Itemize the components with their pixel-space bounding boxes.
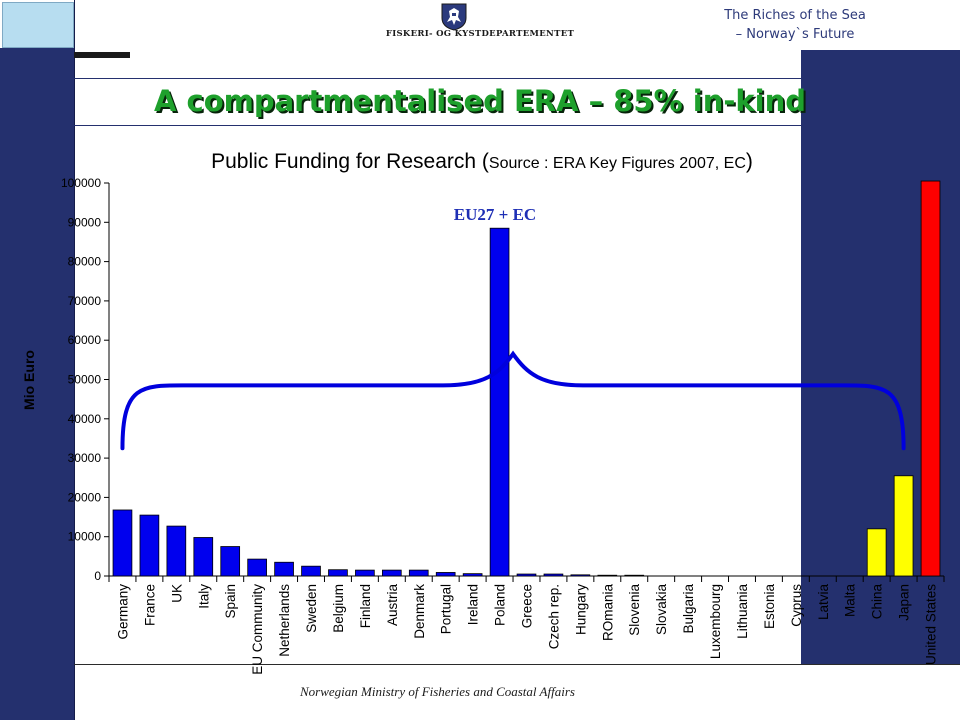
- coat-of-arms-icon: [441, 3, 467, 31]
- x-tick-label: United States: [924, 584, 939, 665]
- y-tick-label: 100000: [61, 176, 101, 190]
- x-tick-label: ROmania: [600, 584, 615, 642]
- bar-slovenia: [624, 574, 645, 577]
- x-tick-label: Spain: [223, 584, 238, 619]
- chart-title-paren-close: ): [746, 150, 753, 173]
- bar-netherlands: [274, 561, 294, 577]
- bar-united-states: [920, 180, 941, 577]
- x-tick-label: EU Community: [250, 584, 265, 675]
- bar-france: [139, 514, 160, 577]
- x-tick-label: Sweden: [304, 584, 319, 633]
- x-tick-label: Latvia: [816, 584, 831, 621]
- x-tick-label: China: [870, 584, 885, 620]
- x-tick-label: UK: [169, 584, 184, 603]
- tagline: The Riches of the Sea – Norway`s Future: [680, 6, 910, 44]
- y-tick-label: 80000: [68, 255, 102, 269]
- bar-spain: [220, 546, 241, 577]
- bar-china: [866, 528, 887, 577]
- bar-eu-community: [247, 558, 267, 577]
- y-tick-label: 20000: [68, 490, 102, 504]
- x-tick-label: Portugal: [439, 584, 454, 634]
- y-tick-label: 90000: [68, 215, 102, 229]
- bar-germany: [112, 509, 133, 577]
- x-tick-label: Italy: [196, 584, 211, 609]
- x-tick-label: Austria: [385, 584, 400, 627]
- top-left-panel: [0, 0, 74, 48]
- footer-ministry: Norwegian Ministry of Fisheries and Coas…: [300, 684, 575, 699]
- ministry-name: FISKERI- OG KYSTDEPARTEMENTET: [385, 29, 575, 39]
- y-tick-label: 30000: [68, 451, 102, 465]
- chart-title: Public Funding for Research (Source : ER…: [211, 150, 753, 173]
- bar-denmark: [408, 569, 429, 577]
- x-tick-label: Japan: [897, 584, 912, 621]
- tagline-line-2: – Norway`s Future: [735, 27, 855, 42]
- category-label-layer: Germany France UK Italy Spain EU Community Net…: [115, 584, 938, 675]
- bar-portugal: [435, 572, 456, 577]
- bar-sweden: [301, 565, 321, 577]
- bar-greece: [516, 573, 537, 577]
- bar-finland: [355, 569, 375, 577]
- chart-title-paren-open: (: [476, 150, 489, 173]
- bar-poland: [489, 227, 510, 577]
- y-tick-label: 60000: [68, 333, 102, 347]
- eu-annotation: EU27 + EC: [454, 205, 536, 224]
- bar-ireland: [462, 573, 483, 577]
- y-tick-label: 40000: [68, 412, 102, 426]
- x-tick-label: Estonia: [762, 584, 777, 630]
- y-axis-label: Mio Euro: [21, 350, 37, 410]
- x-tick-label: Hungary: [573, 584, 588, 635]
- x-tick-label: Poland: [493, 584, 508, 626]
- x-tick-label: Czech rep.: [546, 584, 561, 649]
- x-tick-label: Slovakia: [654, 584, 669, 636]
- bar-uk: [166, 525, 187, 577]
- chart-title-source: Source : ERA Key Figures 2007, EC: [489, 155, 746, 172]
- x-tick-label: Netherlands: [277, 584, 292, 657]
- bar-czech-rep: [543, 573, 564, 577]
- y-tick-label: 0: [94, 569, 101, 583]
- eu-bracket: [120, 350, 906, 451]
- left-decorative-band: [0, 0, 75, 720]
- title-frame: [8, 78, 956, 126]
- x-tick-label: Belgium: [331, 584, 346, 633]
- x-tick-label: Greece: [520, 584, 535, 628]
- tagline-line-1: The Riches of the Sea: [724, 8, 866, 23]
- header-rule: [74, 52, 130, 58]
- x-tick-label: Finland: [358, 584, 373, 628]
- bar-layer: [112, 180, 941, 577]
- bar-romania: [597, 574, 618, 577]
- x-tick-label: Slovenia: [627, 584, 642, 636]
- bar-belgium: [328, 569, 348, 577]
- y-tick-label: 70000: [68, 294, 102, 308]
- x-tick-label: Luxembourg: [708, 584, 723, 659]
- bar-hungary: [570, 574, 591, 577]
- x-tick-label: Bulgaria: [681, 584, 696, 634]
- x-tick-label: Cyprus: [789, 584, 804, 627]
- x-tick-label: Malta: [843, 584, 858, 618]
- chart-title-main: Public Funding for Research: [211, 150, 476, 173]
- bar-austria: [381, 569, 402, 577]
- y-tick-label: 50000: [68, 373, 102, 387]
- y-tick-label: 10000: [68, 530, 102, 544]
- footer-divider: [74, 664, 960, 665]
- x-tick-label: France: [142, 584, 157, 626]
- bar-italy: [193, 537, 214, 577]
- x-tick-label: Ireland: [466, 584, 481, 625]
- x-tick-label: Denmark: [412, 584, 427, 639]
- x-tick-label: Germany: [115, 584, 130, 640]
- bar-japan: [893, 475, 914, 577]
- x-tick-label: Lithuania: [735, 584, 750, 639]
- top-left-panel-fill: [2, 2, 74, 48]
- slide-title: A compartmentalised ERA – 85% in-kind: [153, 84, 807, 118]
